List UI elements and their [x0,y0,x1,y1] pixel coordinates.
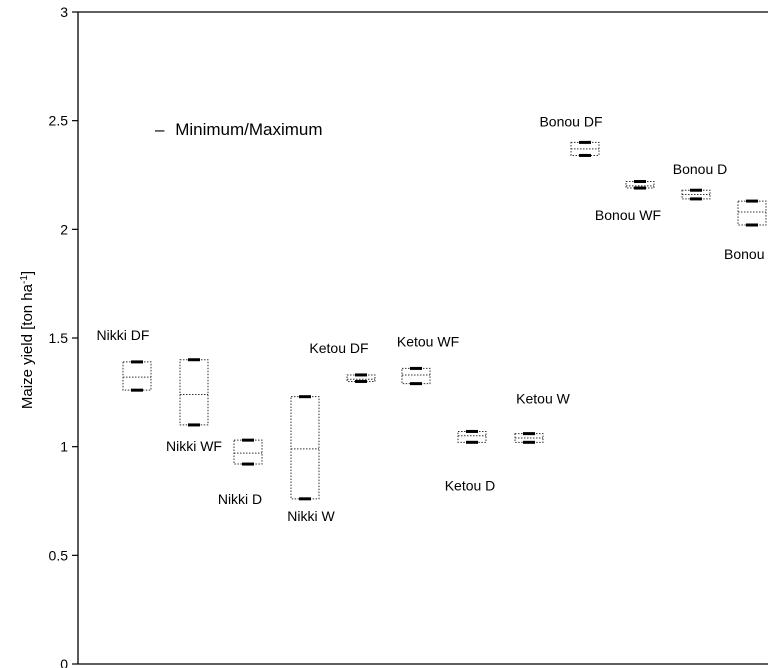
box [122,361,152,391]
svg-text:Maize yield [ton ha-1]: Maize yield [ton ha-1] [19,271,37,409]
box [737,200,767,226]
legend: – Minimum/Maximum [155,120,323,139]
legend-marker: – [155,120,165,139]
box-label: Bonou D [673,161,727,177]
box-label: Bonou WF [595,207,661,223]
y-axis-title-superscript: -1 [19,275,30,284]
box [233,439,263,465]
plot-layer: 0 0.5 1 1.5 2 2.5 3 Nikki DF Nikki WF Nikki D Nikk… [49,4,768,668]
box-label: Ketou DF [309,340,368,356]
box-label: Ketou W [516,391,570,407]
box-label: Ketou D [445,477,496,493]
box [457,430,487,443]
y-axis-title: Maize yield [ton ha-1] [19,271,37,409]
y-tick-label: 2.5 [49,113,69,129]
box-label: Bonou W [724,246,768,262]
box-label: Nikki D [218,491,262,507]
y-axis-title-text: Maize yield [ton ha [19,283,36,409]
box [179,359,209,426]
box-label: Ketou WF [397,333,459,349]
y-tick-label: 1.5 [49,330,69,346]
box-label: Nikki W [287,508,335,524]
box-label: Bonou DF [539,113,602,129]
legend-label: Minimum/Maximum [175,120,322,139]
y-tick-label: 3 [60,4,68,20]
box [290,396,320,500]
y-axis-title-close: ] [19,271,36,275]
y-tick-label: 0.5 [49,547,69,563]
y-tick-label: 2 [60,221,68,237]
box-label: Nikki WF [166,438,222,454]
box-label: Nikki DF [97,327,150,343]
y-tick-label: 1 [60,439,68,455]
svg-text:– Minimum/Maximum: – Minimum/Maximum [155,120,323,139]
box [401,367,431,385]
y-tick-label: 0 [60,656,68,668]
